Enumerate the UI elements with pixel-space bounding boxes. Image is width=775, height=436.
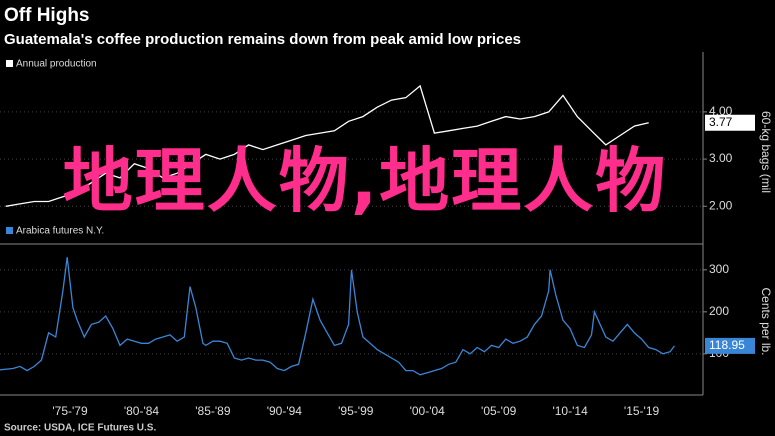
last-value-box xyxy=(705,114,755,131)
legend-label: Annual production xyxy=(16,59,97,70)
x-tick-label: '80-'84 xyxy=(124,404,160,418)
y-tick-label: 2.00 xyxy=(709,198,733,212)
line-series xyxy=(5,84,649,207)
y-tick-label: 300 xyxy=(709,262,729,276)
x-tick-label: '05-'09 xyxy=(481,404,517,418)
x-tick-label: '00-'04 xyxy=(410,404,446,418)
x-tick-label: '75-'79 xyxy=(52,404,88,418)
legend-swatch xyxy=(6,60,13,67)
x-tick-label: '95-'99 xyxy=(338,404,374,418)
legend-label: Arabica futures N.Y. xyxy=(16,226,104,237)
y-tick-label: 3.00 xyxy=(709,151,733,165)
legend-swatch xyxy=(6,227,13,234)
x-tick-label: '10-'14 xyxy=(552,404,588,418)
line-series xyxy=(0,257,675,376)
y-axis-label: 60-kg bags (mil xyxy=(759,111,773,193)
title: Off Highs xyxy=(4,5,90,26)
y-tick-label: 200 xyxy=(709,304,729,318)
subtitle: Guatemala's coffee production remains do… xyxy=(4,31,521,48)
last-value-label: 3.77 xyxy=(709,115,733,129)
y-tick-label: 4.00 xyxy=(709,104,733,118)
y-axis-label: Cents per lb. xyxy=(759,287,773,355)
overlay-text: 地理人物,地理人物 xyxy=(62,140,668,222)
x-tick-label: '85-'89 xyxy=(195,404,231,418)
last-value-box xyxy=(705,337,755,354)
last-value-label: 118.95 xyxy=(709,338,745,352)
x-tick-label: '90-'94 xyxy=(267,404,303,418)
x-tick-label: '15-'19 xyxy=(624,404,660,418)
source: Source: USDA, ICE Futures U.S. xyxy=(4,423,156,434)
